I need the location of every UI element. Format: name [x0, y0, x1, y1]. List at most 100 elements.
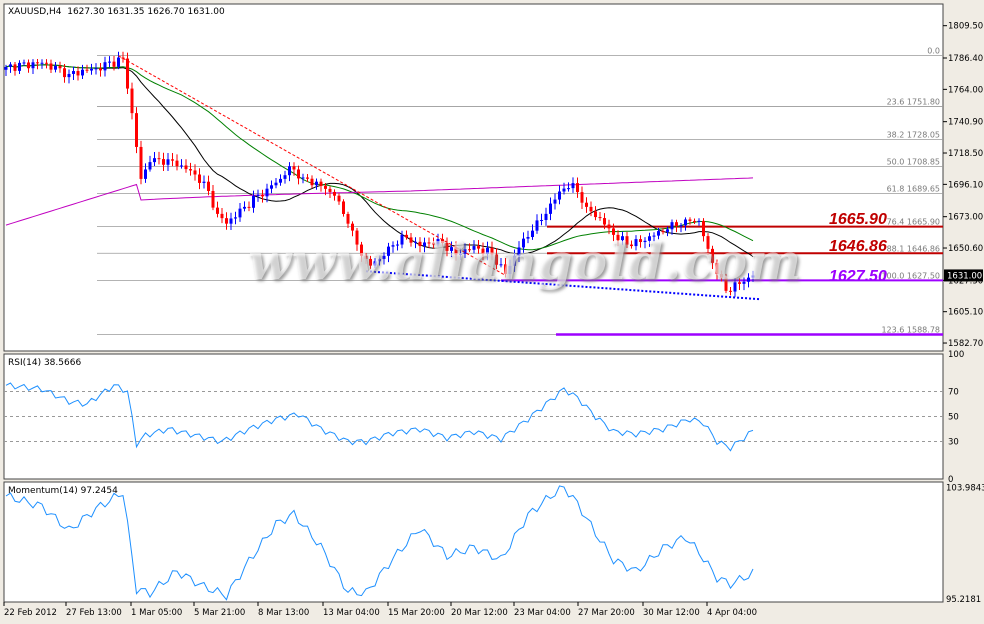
- price-axis-label: 1740.90: [948, 118, 983, 128]
- rsi-axis-label: 0: [948, 475, 953, 485]
- candle-body: [387, 246, 390, 256]
- candle-body: [198, 174, 201, 183]
- candle-body: [693, 220, 696, 222]
- momentum-pane: [3, 481, 944, 603]
- candle-body: [666, 229, 669, 232]
- candle-body: [9, 64, 12, 67]
- candle-body: [81, 69, 84, 76]
- candle-body: [670, 222, 674, 230]
- candle-body: [76, 71, 80, 76]
- candle-body: [18, 62, 21, 71]
- candle-body: [432, 242, 435, 245]
- fib-level-label: 76.4 1665.90: [887, 218, 940, 227]
- support-trendline: [365, 270, 761, 301]
- candle-body: [724, 277, 728, 291]
- price-axis-label: 1718.50: [948, 149, 983, 159]
- candle-body: [225, 218, 228, 224]
- time-axis-label: 30 Mar 12:00: [643, 608, 700, 618]
- candle-body: [544, 213, 548, 220]
- price-axis-label: 1696.10: [948, 180, 983, 190]
- candle-body: [742, 281, 746, 284]
- candle-body: [486, 247, 489, 255]
- watermark: www.aliangold.com: [248, 232, 803, 291]
- candle-body: [126, 58, 129, 89]
- candle-body: [220, 213, 224, 219]
- candle-body: [306, 177, 309, 179]
- candle-body: [706, 236, 710, 249]
- candle-body: [364, 255, 368, 259]
- candle-body: [261, 194, 264, 197]
- price-axis-label: 1809.50: [948, 22, 983, 32]
- fib-level-label: 88.1 1646.86: [887, 244, 940, 253]
- candle-body: [391, 245, 395, 247]
- candle-body: [207, 181, 210, 192]
- candle-body: [72, 71, 75, 74]
- candle-body: [234, 217, 237, 219]
- candle-body: [607, 224, 611, 229]
- candle-body: [243, 206, 246, 209]
- time-axis-label: 1 Mar 05:00: [131, 608, 182, 618]
- candle-body: [382, 255, 386, 259]
- current-price-tag: [944, 269, 983, 282]
- candle-body: [373, 261, 377, 266]
- candle-body: [598, 217, 602, 219]
- rsi-axis-label: 30: [948, 438, 959, 448]
- candle-body: [45, 62, 48, 64]
- candle-body: [13, 64, 17, 71]
- rsi-axis-label: 100: [948, 350, 964, 360]
- candle-body: [441, 239, 444, 243]
- candle-body: [324, 185, 327, 189]
- candle-body: [463, 249, 467, 254]
- candle-body: [301, 177, 305, 179]
- candle-body: [378, 258, 381, 262]
- time-axis-label: 27 Mar 20:00: [578, 608, 635, 618]
- candle-body: [567, 188, 570, 190]
- candle-body: [648, 236, 651, 241]
- candle-body: [337, 195, 341, 202]
- time-axis-label: 22 Feb 2012: [4, 608, 57, 618]
- symbol-label: XAUUSD,H4: [8, 7, 62, 17]
- candle-body: [513, 255, 516, 266]
- candle-body: [40, 62, 44, 64]
- candle-body: [562, 188, 566, 192]
- candle-body: [265, 188, 269, 197]
- candle-body: [99, 68, 102, 71]
- candle-body: [733, 282, 737, 292]
- candle-body: [180, 165, 183, 167]
- candles: [4, 51, 755, 297]
- candle-body: [517, 247, 521, 256]
- moving-average-fast: [5, 64, 754, 257]
- candle-body: [423, 242, 426, 247]
- momentum-pane-title: Momentum(14) 97.2454: [8, 486, 118, 496]
- time-axis-label: 8 Mar 13:00: [258, 608, 309, 618]
- candle-body: [396, 244, 399, 246]
- candle-body: [355, 230, 359, 245]
- candle-body: [67, 73, 71, 78]
- time-axis-label: 4 Apr 04:00: [707, 608, 757, 618]
- candle-body: [346, 213, 350, 224]
- moving-average-medium: [5, 64, 754, 251]
- candle-body: [36, 62, 39, 64]
- candle-body: [54, 65, 57, 70]
- candle-body: [202, 181, 206, 183]
- candle-body: [459, 253, 462, 255]
- candle-body: [616, 234, 620, 241]
- candle-body: [49, 63, 53, 70]
- candle-body: [90, 68, 93, 71]
- candle-body: [679, 225, 683, 227]
- candle-body: [166, 159, 170, 165]
- candle-body: [184, 165, 188, 170]
- time-axis-label: 23 Mar 04:00: [514, 608, 571, 618]
- candle-body: [94, 68, 98, 70]
- candle-body: [238, 208, 242, 218]
- candle-body: [477, 246, 480, 249]
- candle-body: [369, 258, 372, 266]
- candle-body: [454, 247, 458, 255]
- main-pane: [3, 3, 944, 352]
- price-axis-label: 1673.00: [948, 213, 983, 223]
- candle-body: [283, 175, 287, 179]
- resistance-trendline: [118, 55, 506, 276]
- candle-body: [22, 62, 26, 64]
